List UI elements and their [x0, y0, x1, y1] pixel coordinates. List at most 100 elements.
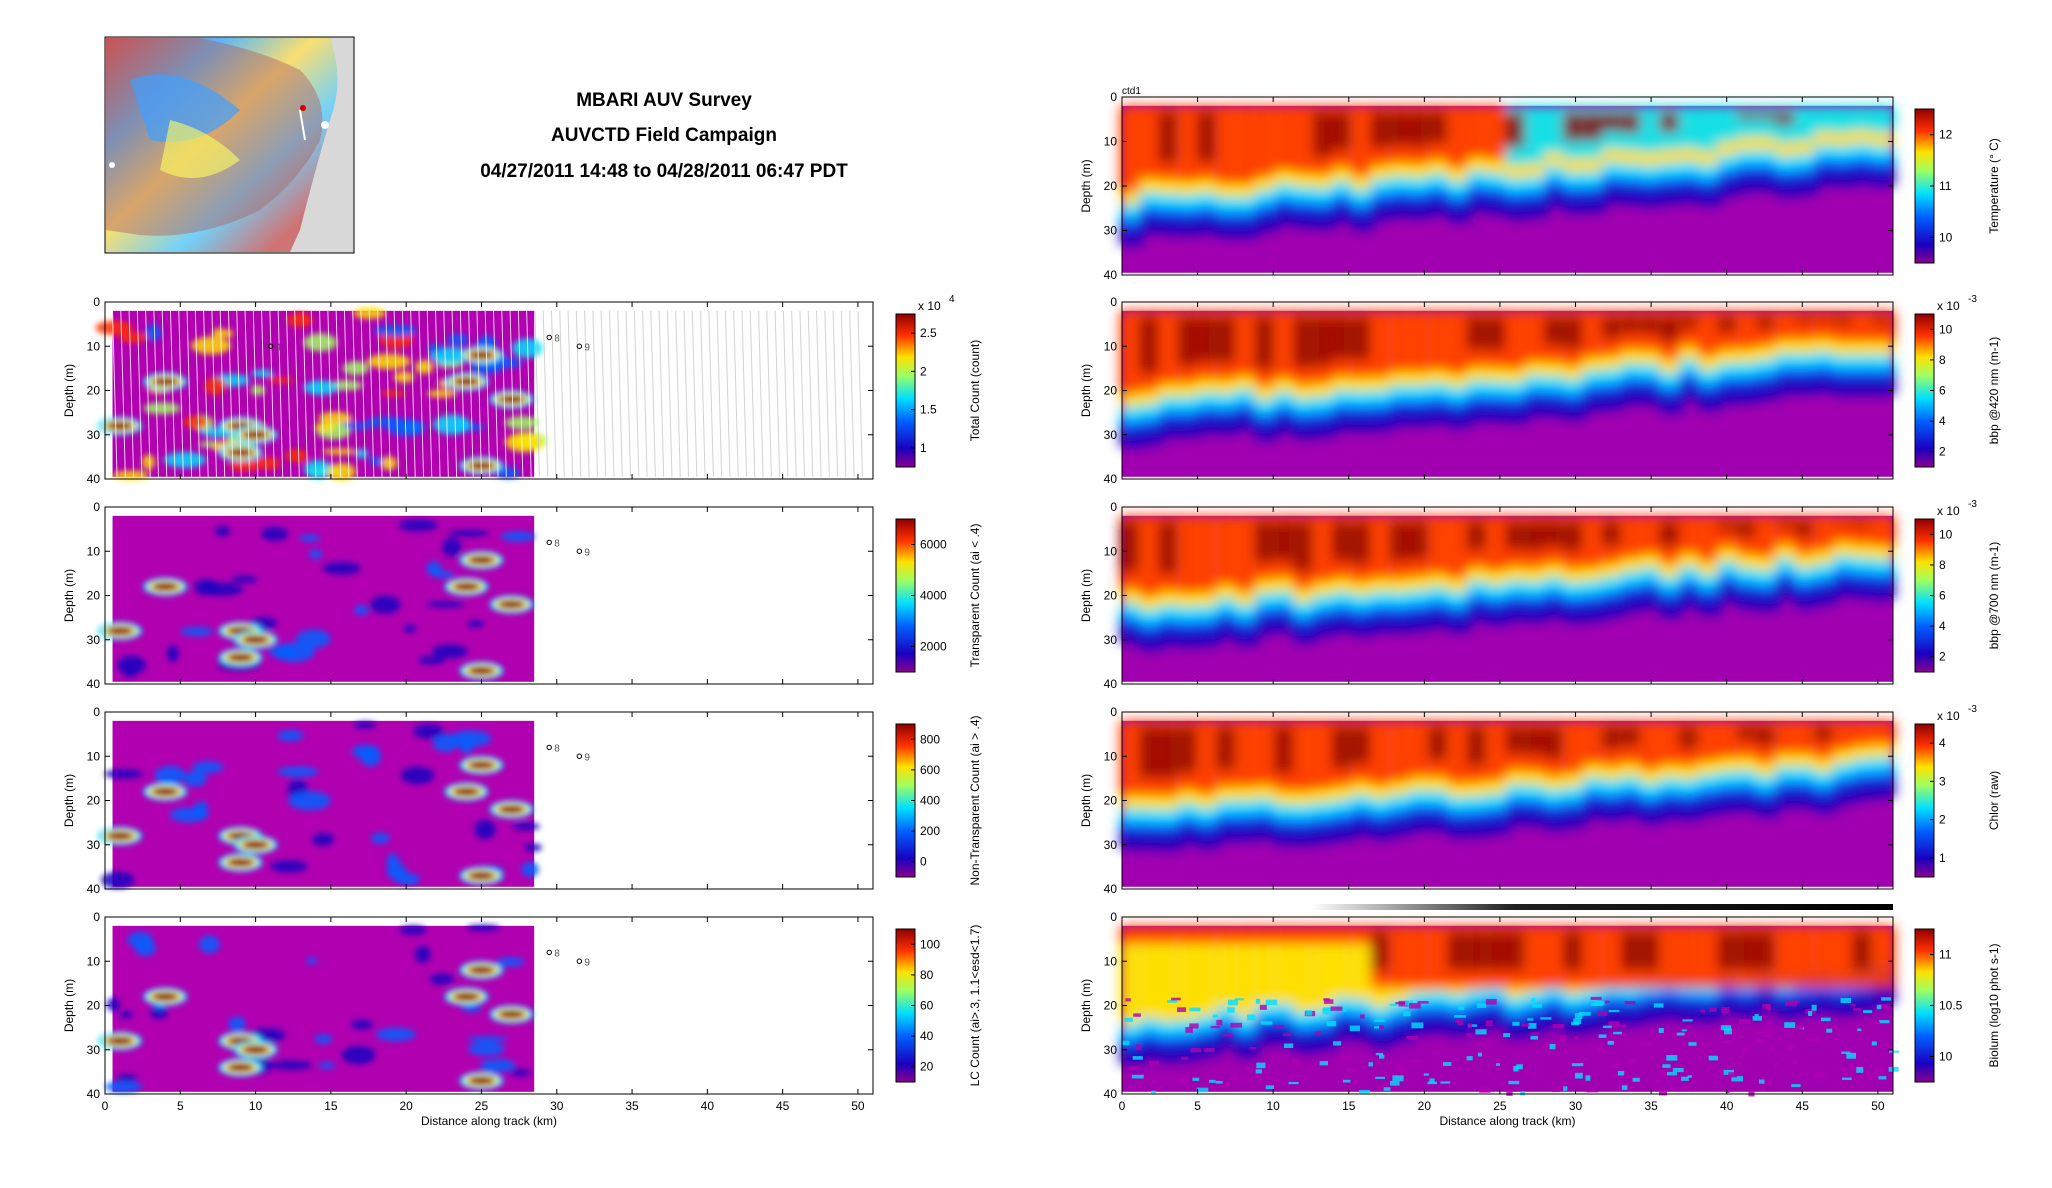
heatmap-layer-core	[1582, 111, 1602, 141]
heatmap-speckle-cell	[1807, 1011, 1813, 1017]
heatmap-layer-hot	[1351, 105, 1375, 177]
heatmap-speckle-cell	[1228, 1076, 1239, 1081]
colorbar-multiplier: x 10	[1937, 504, 1960, 518]
heatmap-blob	[143, 402, 181, 415]
heatmap-speckle-cell	[1845, 1047, 1853, 1054]
heatmap-blob	[231, 575, 258, 583]
heatmap-layer-hot	[1717, 720, 1741, 759]
heatmap-speckle-cell	[1856, 1066, 1864, 1073]
heatmap-speckle-cell	[1379, 1025, 1384, 1030]
heatmap-blob	[512, 822, 541, 831]
profile-track	[542, 310, 549, 477]
heatmap-speckle-cell	[1857, 1028, 1862, 1032]
heatmap-field	[1120, 925, 1899, 1097]
profile-track	[426, 310, 433, 477]
profile-track	[277, 310, 284, 477]
heatmap-layer-hot	[1139, 515, 1163, 597]
heatmap-blob	[142, 454, 155, 470]
heatmap-blob	[350, 1019, 373, 1030]
heatmap-layer-core	[1717, 931, 1737, 971]
heatmap-blob	[427, 343, 443, 353]
heatmap-layer-hot	[1486, 515, 1510, 572]
profile-track	[749, 310, 756, 477]
heatmap-speckle-cell	[1853, 1007, 1862, 1011]
heatmap-blob	[403, 624, 416, 633]
y-tick-label: 30	[87, 633, 101, 647]
heatmap-speckle-cell	[1574, 1013, 1583, 1019]
colorbar-tick-label: 0	[920, 855, 927, 869]
y-tick-label: 0	[93, 295, 100, 309]
colorbar-label: Biolum (log10 phot s-1)	[1987, 943, 2001, 1067]
y-tick-label: 40	[1104, 677, 1118, 691]
heatmap-layer-hot	[1235, 925, 1259, 944]
heatmap-layer-hot	[1120, 925, 1144, 944]
heatmap-blob	[524, 843, 542, 852]
heatmap-speckle-cell	[1283, 1033, 1291, 1037]
colorbar-tick-label: 6	[1939, 384, 1946, 398]
heatmap-speckle-cell	[1531, 1032, 1540, 1035]
heatmap-layer-core	[1158, 111, 1178, 163]
heatmap-blob	[426, 389, 458, 398]
heatmap-layer-hot	[1582, 310, 1606, 358]
heatmap-blob	[474, 819, 496, 840]
chart-panel-right-4: 0 10 20 30 40 Depth (m) 1 2 3 4 x 10 -3 Chlor (raw)	[1079, 704, 2001, 896]
heatmap-layer-hot	[1428, 925, 1452, 988]
heatmap-speckle-cell	[1389, 1003, 1398, 1006]
heatmap-speckle-cell	[1485, 1020, 1493, 1026]
heatmap-blob	[431, 644, 468, 659]
heatmap-layer-core	[1177, 316, 1197, 366]
heatmap-layer-core	[1756, 111, 1775, 120]
heatmap-speckle-cell	[1597, 1010, 1608, 1016]
colorbar-tick-label: 4	[1939, 736, 1946, 750]
heatmap-hotspot-core	[453, 377, 480, 386]
heatmap-blob	[369, 456, 383, 466]
heatmap-layer-hot	[1698, 515, 1722, 562]
heatmap-speckle-cell	[1512, 1021, 1520, 1026]
heatmap-layer	[1216, 925, 1240, 1007]
profile-track	[401, 310, 408, 477]
heatmap-layer-hot	[1158, 310, 1182, 384]
heatmap-speckle-cell	[1132, 1056, 1143, 1060]
heatmap-layer-hot	[1197, 515, 1221, 593]
heatmap-layer	[1312, 925, 1337, 1010]
heatmap-layer-core	[1794, 316, 1814, 323]
heatmap-speckle-cell	[1760, 1087, 1765, 1091]
x-tick-label: 10	[249, 1099, 263, 1113]
heatmap-layers	[1120, 105, 1895, 273]
colorbar-tick-label: 4	[1939, 619, 1946, 633]
heatmap-layer-hot	[1389, 720, 1414, 782]
heatmap-layer-core	[1833, 316, 1852, 325]
colorbar-tick-label: 2	[1939, 650, 1946, 664]
heatmap-speckle-cell	[1621, 1085, 1628, 1090]
heatmap-speckle-cell	[1330, 1006, 1343, 1011]
heatmap-hotspot-core	[242, 1045, 269, 1054]
heatmap-layer-core	[1351, 521, 1370, 565]
heatmap-blob	[286, 312, 313, 328]
heatmap-speckle-cell	[1189, 1007, 1201, 1012]
heatmap-speckle-cell	[1499, 1081, 1506, 1086]
heatmap-speckle-cell	[1676, 1032, 1685, 1036]
heatmap-layer-hot	[1659, 720, 1683, 765]
heatmap-speckle-cell	[1260, 1021, 1273, 1025]
colorbar-exponent: -3	[1968, 499, 1977, 510]
heatmap-layer-core	[1312, 111, 1332, 158]
heatmap-layer-hot	[1698, 310, 1722, 357]
heatmap-hotspot-core	[107, 1036, 134, 1045]
heatmap-speckle-cell	[1769, 1046, 1774, 1051]
y-tick-label: 0	[93, 500, 100, 514]
x-tick-label: 30	[1569, 1099, 1583, 1113]
heatmap-layer-core	[1505, 521, 1525, 550]
heatmap-speckle-cell	[1492, 1076, 1498, 1079]
heatmap-speckle-cell	[1687, 1075, 1693, 1078]
heatmap-speckle-cell	[1856, 1029, 1865, 1034]
heatmap-speckle-cell	[1574, 1072, 1583, 1079]
heatmap-speckle-cell	[1148, 1060, 1160, 1066]
heatmap-speckle-cell	[1256, 1062, 1266, 1069]
heatmap-layer-hot	[1235, 105, 1259, 185]
heatmap-speckle-cell	[1881, 997, 1892, 1001]
heatmap-blob	[415, 359, 434, 374]
heatmap-layer-hot	[1756, 515, 1780, 558]
heatmap-blob	[415, 945, 431, 964]
heatmap-blob	[327, 462, 356, 481]
